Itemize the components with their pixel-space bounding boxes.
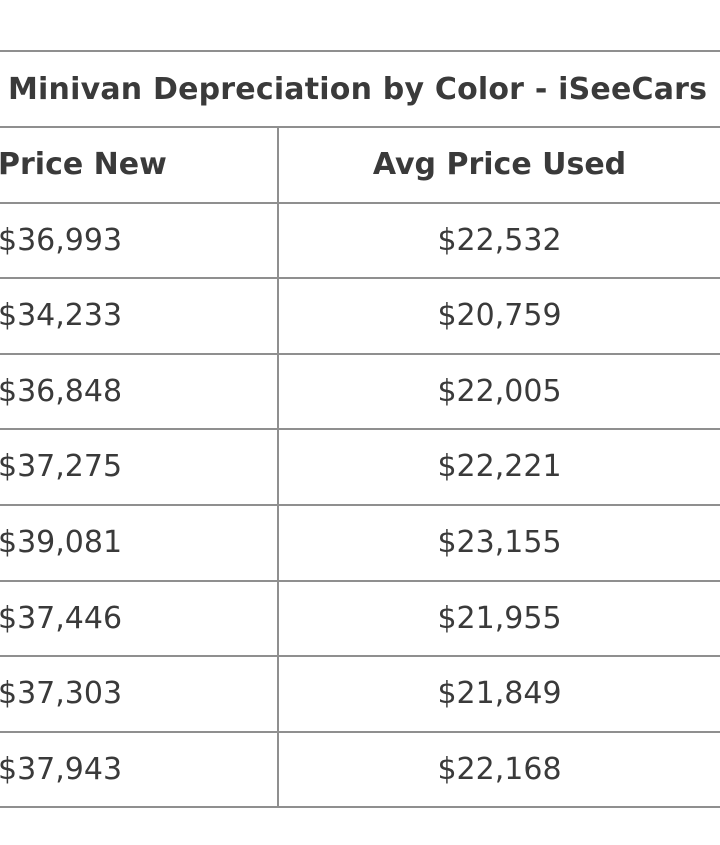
column-border	[277, 127, 279, 808]
row-border	[0, 655, 720, 658]
row-border	[0, 806, 720, 809]
table-cell: $37,303	[0, 676, 123, 712]
table-title: Minivan Depreciation by Color - iSeeCars	[8, 72, 708, 107]
table-cell: $22,221	[437, 449, 562, 485]
table-cell: $23,155	[437, 525, 562, 560]
row-border	[0, 201, 720, 204]
table-cell: $20,759	[437, 298, 562, 334]
header-cell: Price New	[0, 147, 167, 182]
table-cell: $34,233	[0, 298, 123, 334]
table-cell: $22,532	[437, 222, 562, 258]
table-cell: $21,955	[437, 600, 562, 636]
table-cell: $36,848	[0, 373, 123, 409]
row-border	[0, 428, 720, 431]
header-cell: Avg Price Used	[372, 147, 627, 182]
table-cell: $36,993	[0, 222, 123, 258]
row-border	[0, 730, 720, 733]
row-border	[0, 352, 720, 355]
table-cell: $37,446	[0, 600, 123, 636]
table-cell: $22,168	[437, 751, 562, 787]
table-border	[0, 126, 720, 128]
row-border	[0, 579, 720, 582]
table-cell: $39,081	[0, 525, 123, 560]
table-border	[0, 50, 720, 52]
table-cell: $37,943	[0, 751, 123, 787]
row-border	[0, 504, 720, 506]
row-border	[0, 277, 720, 280]
table-cell: $21,849	[437, 676, 562, 712]
table-cell: $22,005	[437, 373, 562, 409]
table-cell: $37,275	[0, 449, 123, 485]
